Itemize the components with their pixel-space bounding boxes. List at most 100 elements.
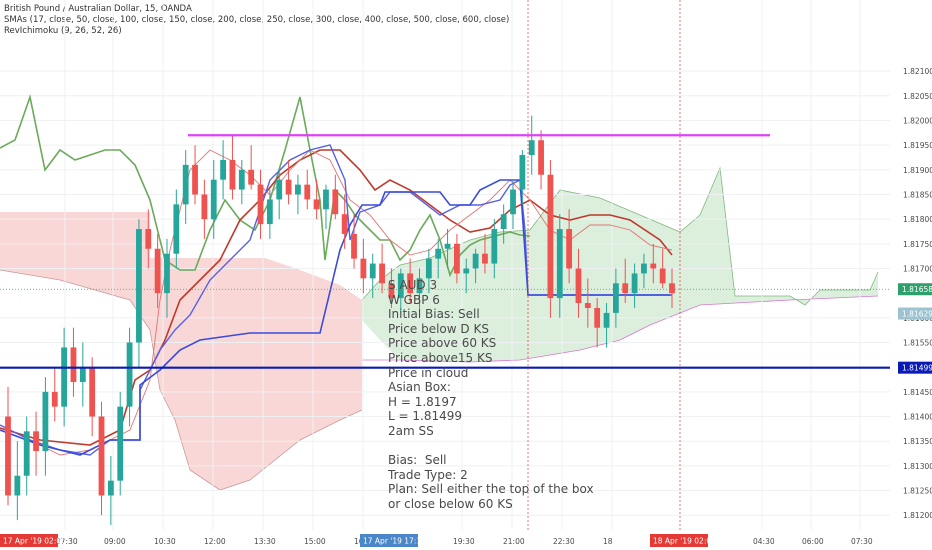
candle-body <box>603 312 610 328</box>
date-tag <box>650 534 708 547</box>
axes: 1.82100 1.82050 1.82000 1.81950 1.81900 1.818… <box>0 67 932 547</box>
x-tick-label: 15:00 <box>304 537 326 546</box>
candle-body <box>369 263 376 279</box>
candle-body <box>5 416 11 496</box>
x-tick-label: 10:30 <box>154 537 176 546</box>
note-line: Price in cloud <box>388 365 469 380</box>
candle-body <box>482 253 488 264</box>
x-tick-label: 12:00 <box>204 537 226 546</box>
candle-body <box>397 273 404 299</box>
candle-body <box>210 179 217 220</box>
candle-body <box>61 347 68 407</box>
chart-legend: British Pound / Australian Dollar, 15, O… <box>4 4 509 37</box>
candle-body <box>612 283 619 313</box>
indicator-lines <box>0 93 673 456</box>
candle-body <box>107 480 114 496</box>
candle-body <box>117 406 124 481</box>
candle-body <box>491 229 498 264</box>
candle-body <box>182 164 189 205</box>
x-tick-label: 22:30 <box>553 537 575 546</box>
y-tick-label: 1.81250 <box>903 487 932 496</box>
candle-body <box>351 233 357 259</box>
legend-ichimoku: RevIchimoku (9, 26, 52, 26) <box>4 26 122 36</box>
candle-body <box>454 243 460 274</box>
candle-body <box>584 303 591 308</box>
candle-body <box>238 169 245 190</box>
senkou-b-right <box>362 295 879 363</box>
candle-body <box>416 278 423 294</box>
candle-body <box>360 258 367 279</box>
note-line: Initial Bias: Sell <box>388 307 480 322</box>
candles <box>5 115 675 526</box>
senkou-b-left <box>0 269 363 491</box>
candle-body <box>42 391 49 452</box>
y-tick-label: 1.81300 <box>903 462 932 471</box>
candle-body <box>510 189 516 215</box>
date-tag-label: 17 Apr '19 17:15 <box>363 537 426 546</box>
candle-body <box>79 367 86 382</box>
x-tick-label: 07:30 <box>851 537 873 546</box>
candle-body <box>164 253 170 294</box>
note-line: S AUD 3 <box>388 278 438 292</box>
candle-body <box>528 140 535 156</box>
senkou-a <box>361 166 879 306</box>
candle-body <box>220 159 226 180</box>
legend-sma: SMAs (17, close, 50, close, 100, close, … <box>4 15 510 25</box>
candle-body <box>379 263 385 284</box>
note-line: 2am SS <box>388 423 434 438</box>
y-tick-label: 1.81700 <box>903 265 932 274</box>
price-tag-label: 1.81499 <box>902 364 932 373</box>
y-tick-label: 1.81900 <box>903 166 932 175</box>
candle-body <box>444 243 451 249</box>
candle-body <box>154 248 161 294</box>
candle-body <box>136 229 142 343</box>
candle-body <box>519 155 526 190</box>
candle-body <box>192 164 198 195</box>
date-tag <box>360 534 418 547</box>
x-tick-label: 07:30 <box>56 537 78 546</box>
candle-body <box>547 174 554 299</box>
candle-body <box>51 391 58 407</box>
date-tag-label: 18 Apr '19 02:00 <box>653 537 716 546</box>
candle-body <box>556 229 563 299</box>
candle-body <box>594 307 601 328</box>
x-tick-label: 21:00 <box>503 537 525 546</box>
candle-body <box>425 258 432 279</box>
price-tag <box>898 361 932 374</box>
x-tick-label: 04:30 <box>753 537 775 546</box>
date-tag <box>0 534 58 547</box>
candle-body <box>295 184 301 195</box>
candle-body <box>575 268 582 304</box>
candle-body <box>313 199 320 210</box>
candle-body <box>285 179 292 195</box>
candle-body <box>89 367 96 417</box>
candle-body <box>173 204 180 254</box>
note-line: W GBP 6 <box>388 292 440 307</box>
candle-body <box>229 159 236 190</box>
candle-body <box>304 184 311 200</box>
price-tag-label: 1.81658 <box>902 285 932 294</box>
x-tick-label: 18 <box>603 537 613 546</box>
candle-body <box>248 169 255 185</box>
y-tick-label: 1.81950 <box>903 141 932 150</box>
candle-body <box>463 268 470 274</box>
candle-body <box>641 263 647 274</box>
candle-body <box>650 263 657 269</box>
candle-body <box>407 273 414 294</box>
candle-body <box>622 283 629 294</box>
candle-body <box>33 431 39 452</box>
candle-body <box>23 431 30 476</box>
candle-body <box>276 179 283 200</box>
y-tick-label: 1.81750 <box>903 240 932 249</box>
tenkan-line <box>0 149 673 456</box>
y-tick-label: 1.81400 <box>903 413 932 422</box>
candle-body <box>435 248 442 259</box>
candle-body <box>472 253 479 269</box>
note-line <box>388 439 594 454</box>
note-line: Trade Type: 2 <box>388 467 468 482</box>
ichimoku-cloud <box>0 166 879 491</box>
note-line: Asian Box: <box>388 380 451 395</box>
note-line: Price above 60 KS <box>388 336 497 351</box>
candle-body <box>126 342 133 407</box>
